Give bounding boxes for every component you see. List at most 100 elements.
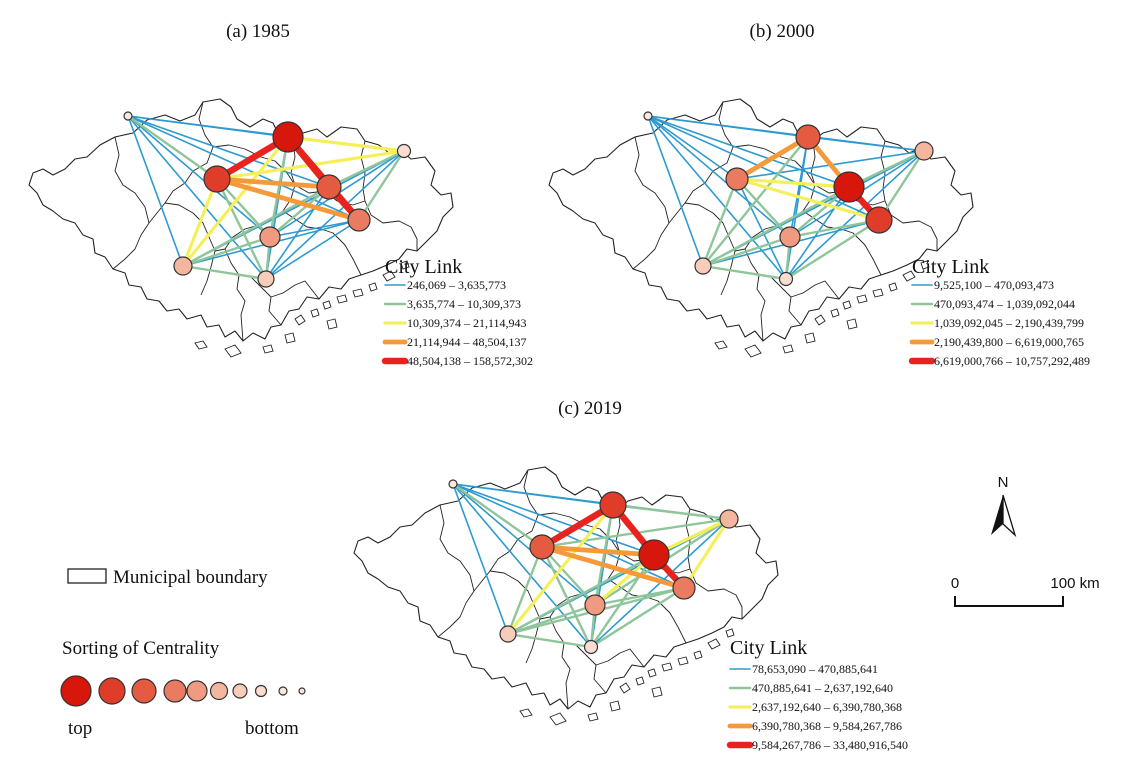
north-arrow: N: [991, 474, 1017, 538]
city-node-sz: [347, 208, 371, 232]
city-node-gz: [272, 121, 304, 153]
centrality-rank-circle: [254, 684, 268, 698]
city-link-legend: City Link 78,653,090 – 470,885,641 470,88…: [726, 637, 908, 752]
city-node-zs: [779, 226, 801, 248]
legend-range-label: 470,093,474 – 1,039,092,044: [934, 297, 1075, 311]
city-node-dg: [833, 171, 865, 203]
city-node-zh: [778, 271, 794, 287]
city-link-zq-fs: [647, 115, 738, 180]
city-links: [647, 115, 926, 281]
city-link-fs-jm: [701, 177, 739, 268]
city-node-fs: [529, 534, 555, 560]
city-node-fs: [203, 165, 231, 193]
legend-range-label: 470,885,641 – 2,637,192,640: [752, 681, 893, 695]
city-link-legend: City Link 9,525,100 – 470,093,473 470,093…: [908, 256, 1090, 368]
city-node-hz: [719, 509, 739, 529]
city-links: [126, 114, 406, 281]
north-label: N: [998, 474, 1009, 491]
centrality-rank-circle: [232, 683, 248, 699]
city-link-fs-jm: [506, 545, 544, 636]
city-node-dg: [638, 539, 670, 571]
centrality-rank-circle: [209, 681, 229, 701]
centrality-rank-circle: [163, 679, 187, 703]
city-link-dg-jm: [701, 185, 851, 268]
legend-range-label: 1,039,092,045 – 2,190,439,799: [934, 316, 1084, 330]
city-link-fs-sz: [735, 177, 881, 222]
legend-title: City Link: [385, 256, 462, 278]
city-link-zq-fs: [451, 482, 544, 549]
city-link-jm-zh: [701, 264, 788, 281]
city-link-dg-zh: [785, 186, 850, 280]
city-node-jm: [173, 256, 193, 276]
legend-range-label: 9,584,267,786 – 33,480,916,540: [752, 738, 908, 752]
panel-title: (a) 1985: [226, 21, 290, 42]
city-link-sz-hz: [877, 149, 926, 222]
legend-range-label: 246,069 – 3,635,773: [407, 278, 506, 292]
city-link-dg-zh: [589, 553, 656, 649]
legend-range-label: 21,114,944 – 48,504,137: [407, 335, 527, 349]
city-link-gz-fs: [734, 134, 811, 182]
city-link-gz-hz: [807, 136, 925, 152]
boundary-swatch: [67, 568, 107, 584]
city-link-jm-zs: [506, 603, 597, 636]
city-link-gz-jm: [506, 503, 615, 636]
centrality-rank-circle: [60, 675, 92, 707]
boundary-label: Municipal boundary: [113, 567, 268, 588]
city-node-dg: [316, 174, 342, 200]
centrality-legend: Sorting of Centrality top bottom: [60, 638, 306, 739]
legend-range-label: 6,390,780,368 – 9,584,267,786: [752, 719, 902, 733]
city-link-fs-dg: [214, 176, 332, 190]
panel-title: (c) 2019: [558, 398, 622, 419]
city-link-fs-zs: [540, 545, 597, 607]
city-link-gz-fs: [538, 501, 617, 551]
city-link-zq-zs: [127, 115, 271, 238]
city-node-gz: [599, 491, 627, 519]
city-link-jm-zs: [701, 235, 792, 268]
centrality-top-label: top: [68, 718, 92, 739]
legend-range-label: 2,190,439,800 – 6,619,000,765: [934, 335, 1084, 349]
city-link-jm-zh: [181, 264, 268, 281]
city-link-sz-zh: [265, 219, 360, 280]
map-panel-2019: (c) 2019 City Link 78,653,090 – 470,885,…: [353, 398, 908, 752]
city-node-zq: [643, 111, 653, 121]
legend-title: City Link: [730, 637, 807, 659]
city-link-dg-zs: [268, 185, 331, 239]
centrality-bottom-label: bottom: [245, 718, 299, 739]
city-link-sz-zs: [269, 219, 360, 238]
city-node-sz: [865, 206, 893, 234]
scale-end-label: 100 km: [1050, 575, 1099, 592]
city-node-hz: [914, 141, 934, 161]
city-link-fs-zh: [540, 545, 593, 649]
city-nodes: [643, 111, 934, 287]
city-node-zh: [583, 639, 599, 655]
city-link-sz-zh: [589, 586, 686, 649]
map-panel-1985: (a) 1985 City Link 246,069 – 3,635,773 3,…: [28, 21, 533, 368]
city-link-zq-zh: [452, 483, 592, 648]
city-link-fs-dg: [539, 544, 657, 558]
city-link-dg-jm: [506, 553, 656, 636]
city-link-zq-sz: [127, 115, 360, 221]
city-node-fs: [725, 167, 749, 191]
city-nodes: [448, 479, 739, 655]
city-link-dg-zh: [265, 186, 330, 280]
city-link-zq-dg: [647, 115, 850, 188]
panel-title: (b) 2000: [750, 21, 815, 42]
centrality-title: Sorting of Centrality: [62, 638, 220, 659]
boundary-legend: Municipal boundary: [67, 567, 268, 588]
city-links: [451, 482, 731, 649]
city-link-zq-dg: [452, 483, 655, 556]
centrality-rank-circle: [186, 680, 208, 702]
legend-range-label: 78,653,090 – 470,885,641: [752, 662, 878, 676]
city-node-sz: [672, 576, 696, 600]
city-link-gz-zs: [268, 135, 290, 239]
centrality-rank-circle: [278, 686, 288, 696]
scale-start-label: 0: [951, 575, 959, 592]
city-link-zq-sz: [647, 115, 880, 221]
city-link-fs-jm: [181, 177, 219, 268]
city-node-hz: [396, 143, 412, 159]
city-link-fs-zh: [215, 177, 268, 281]
city-nodes: [123, 111, 412, 288]
city-link-fs-zh: [736, 178, 787, 280]
city-node-jm: [694, 257, 712, 275]
